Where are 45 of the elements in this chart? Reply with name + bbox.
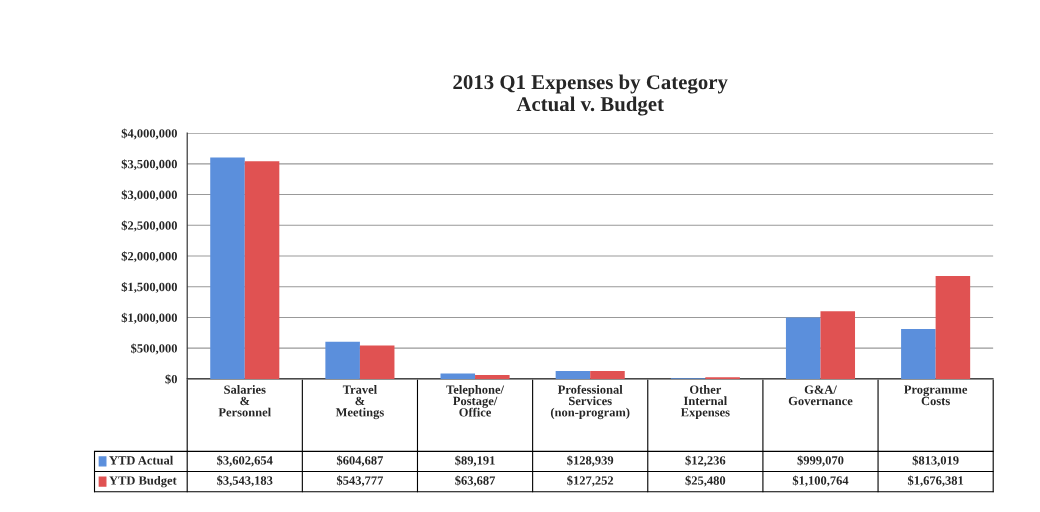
bar: [590, 371, 625, 379]
data-label: $999,070: [797, 455, 844, 467]
bar: [440, 373, 476, 379]
x-tick-label: G&A/ Governance: [788, 385, 853, 406]
y-tick-label: $2,500,000: [121, 220, 177, 232]
data-label: $128,939: [567, 455, 614, 467]
y-tick-label: $3,000,000: [121, 189, 177, 201]
data-label: $1,100,764: [792, 475, 849, 487]
data-label: $543,777: [336, 475, 384, 487]
bar: [820, 311, 856, 379]
y-tick-label: $0: [165, 374, 177, 385]
x-tick-label: Travel & Meetings: [335, 385, 384, 420]
bar: [555, 370, 591, 379]
bar: [901, 328, 936, 379]
bar: [785, 317, 821, 379]
chart-title: 2013 Q1 Expenses by Category Actual v. Budget: [453, 74, 728, 116]
bar: [475, 374, 510, 379]
data-label: $63,687: [455, 475, 496, 487]
data-label: $25,480: [685, 475, 726, 487]
x-tick-label: Other Internal Expenses: [680, 385, 730, 420]
data-label: $604,687: [336, 455, 384, 467]
bar: [325, 341, 360, 379]
x-tick-label: Telephone/ Postage/ Office: [446, 385, 505, 417]
x-tick-label: Professional Services (non-program): [550, 384, 630, 420]
legend-label: YTD Budget: [109, 475, 177, 488]
y-tick-label: $1,000,000: [121, 312, 177, 324]
data-label: $89,191: [455, 455, 495, 467]
y-tick-label: $2,000,000: [121, 251, 177, 263]
legend-label: YTD Actual: [109, 455, 174, 465]
data-label: $1,676,381: [907, 475, 964, 487]
y-tick-label: $3,500,000: [121, 159, 177, 171]
x-tick-label: Salaries & Personnel: [218, 385, 271, 417]
data-label: $3,543,183: [217, 475, 273, 487]
data-label: $813,019: [912, 455, 959, 467]
x-tick-label: Programme Costs: [904, 385, 968, 406]
data-label: $127,252: [567, 475, 614, 487]
bar: [244, 161, 280, 379]
bar: [935, 275, 971, 379]
data-label: $12,236: [685, 455, 726, 467]
y-tick-label: $500,000: [131, 343, 177, 355]
y-tick-label: $1,500,000: [121, 282, 177, 293]
bar: [359, 345, 395, 379]
bar: [210, 157, 245, 379]
y-tick-label: $4,000,000: [121, 128, 177, 140]
data-label: $3,602,654: [217, 455, 273, 467]
